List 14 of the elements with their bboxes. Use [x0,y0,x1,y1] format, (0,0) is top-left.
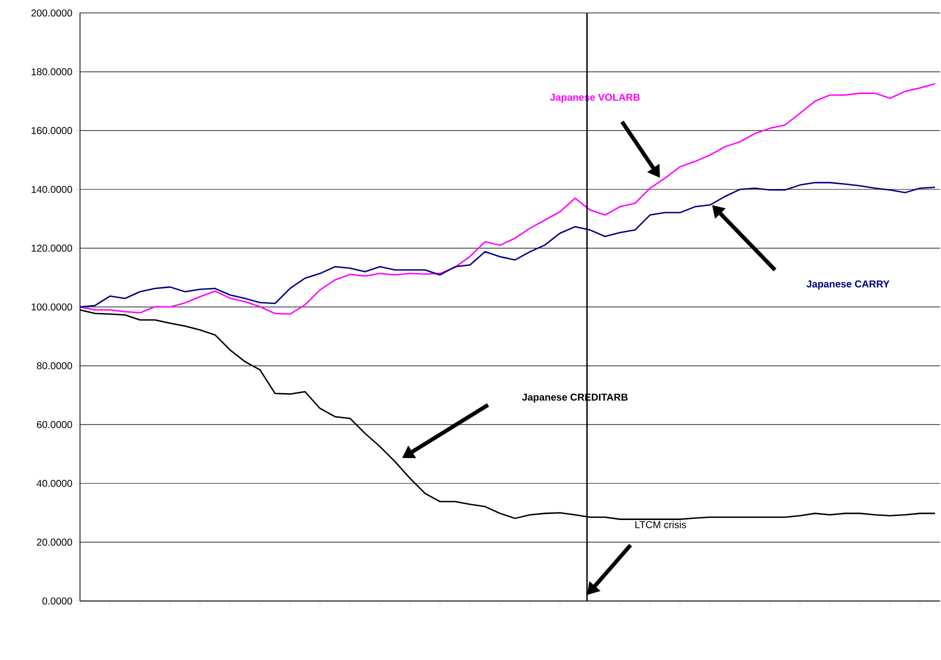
annotation: LTCM crisis [635,520,686,528]
y-tick-label: 120.0000 [32,244,72,252]
y-tick-label: 140.0000 [32,186,72,193]
y-tick-label: 200.0000 [31,9,72,17]
y-tick-label: 80.0000 [36,362,72,370]
y-tick-label: 60.0000 [36,421,72,428]
y-tick-label: 180.0000 [32,68,72,76]
y-tick-label: 160.0000 [32,127,72,134]
y-tick-label: 100.0000 [32,303,72,311]
text: Japanese CARRY [806,280,890,290]
line-series [79,83,936,315]
y-tick-label: 20.0000 [36,538,72,546]
y-tick-label: 40.0000 [36,480,72,487]
y-tick-label: 0.0000 [42,597,72,605]
